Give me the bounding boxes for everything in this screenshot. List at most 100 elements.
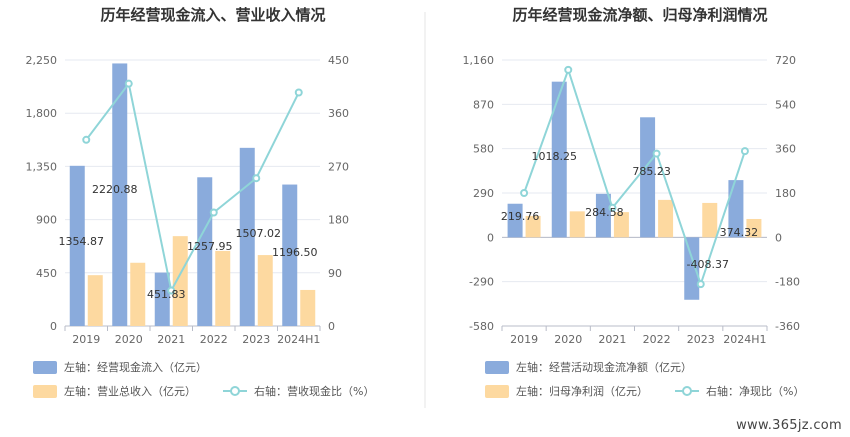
data-label: 2220.88 <box>92 183 138 196</box>
bar-secondary <box>215 250 231 326</box>
bar-secondary <box>87 275 103 326</box>
bar-primary <box>154 272 170 326</box>
y-left-tick-label: 0 <box>50 320 57 333</box>
y-right-tick-label: 0 <box>775 231 782 244</box>
x-tick-label: 2020 <box>115 333 143 346</box>
bar-primary <box>551 81 567 238</box>
x-tick-label: 2023 <box>242 333 270 346</box>
y-right-tick-label: 450 <box>328 54 349 67</box>
bar-primary <box>69 165 85 326</box>
data-label: 1257.95 <box>187 240 233 253</box>
legend-label[interactable]: 左轴：经营现金流入（亿元） <box>64 360 207 374</box>
x-tick-label: 2021 <box>157 333 185 346</box>
legend-label[interactable]: 左轴：经营活动现金流净额（亿元） <box>516 360 692 374</box>
data-label: 374.32 <box>720 226 759 239</box>
data-label: 785.23 <box>632 165 671 178</box>
bar-primary <box>239 147 255 326</box>
bar-secondary <box>702 202 718 238</box>
bar-primary <box>112 63 128 327</box>
x-tick-label: 2024H1 <box>277 333 320 346</box>
y-left-tick-label: 870 <box>473 98 494 111</box>
x-tick-label: 2021 <box>598 333 626 346</box>
y-left-tick-label: 2,250 <box>26 54 58 67</box>
line-series <box>85 81 300 294</box>
x-tick-label: 2019 <box>72 333 100 346</box>
line-point <box>696 280 705 289</box>
y-right-tick-label: 180 <box>775 187 796 200</box>
x-tick-label: 2022 <box>200 333 228 346</box>
legend-swatch <box>33 385 57 398</box>
chart-net-cash-flow-profit: 历年经营现金流净额、归母净利润情况 -580 -290 0 290 580 870 1,16… <box>463 6 804 398</box>
legend-label[interactable]: 右轴：营收现金比（%） <box>254 384 374 398</box>
line-point <box>564 65 573 74</box>
y-right-tick-label: -180 <box>775 276 800 289</box>
data-label: 1507.02 <box>236 227 282 240</box>
data-label: -408.37 <box>687 258 729 271</box>
x-tick-label: 2023 <box>687 333 715 346</box>
bar-secondary <box>569 211 585 238</box>
bar-secondary <box>257 255 273 326</box>
x-tick-label: 2024H1 <box>723 333 766 346</box>
line-point <box>740 147 749 156</box>
y-right-tick-label: 360 <box>328 107 349 120</box>
bar-secondary <box>130 262 146 326</box>
data-label: 451.83 <box>147 288 186 301</box>
chart-cash-inflow-revenue: 历年经营现金流入、营业收入情况 0 450 900 1,350 1,800 2,250 0 9… <box>26 6 374 398</box>
bar-secondary <box>172 236 188 326</box>
bar-secondary <box>525 215 541 238</box>
chart-title: 历年经营现金流净额、归母净利润情况 <box>512 6 767 24</box>
data-label: 284.58 <box>585 206 624 219</box>
y-right-tick-label: 90 <box>328 267 342 280</box>
line-series <box>523 66 746 288</box>
chart-title: 历年经营现金流入、营业收入情况 <box>100 6 325 24</box>
legend-swatch <box>485 385 509 398</box>
bar-primary <box>684 237 700 300</box>
legend-label[interactable]: 右轴：净现比（%） <box>706 384 804 398</box>
y-left-tick-label: -580 <box>469 320 494 333</box>
y-left-tick-label: 450 <box>36 267 57 280</box>
y-left-tick-label: 1,160 <box>463 54 495 67</box>
legend-label[interactable]: 左轴：营业总收入（亿元） <box>64 384 196 398</box>
legend-swatch <box>33 361 57 374</box>
bar-primary <box>507 203 523 238</box>
line-point <box>294 88 303 97</box>
y-right-tick-label: 720 <box>775 54 796 67</box>
bar-secondary <box>746 218 762 238</box>
y-right-tick-label: 270 <box>328 160 349 173</box>
watermark: www.365jz.com <box>736 418 842 433</box>
line-point <box>252 174 261 183</box>
legend-label[interactable]: 左轴：归母净利润（亿元） <box>516 384 648 398</box>
legend-marker <box>230 386 240 396</box>
line-point <box>608 203 617 212</box>
x-tick-label: 2020 <box>554 333 582 346</box>
y-right-tick-label: 540 <box>775 98 796 111</box>
line-point <box>652 149 661 158</box>
bar-primary <box>640 117 656 238</box>
bar-primary <box>595 193 611 238</box>
bar-secondary <box>658 199 674 238</box>
bar-primary <box>282 184 298 326</box>
data-label: 1354.87 <box>59 235 105 248</box>
y-right-tick-label: 360 <box>775 143 796 156</box>
y-left-tick-label: 580 <box>473 143 494 156</box>
y-left-tick-label: 0 <box>487 231 494 244</box>
line-point <box>520 189 529 197</box>
line-point <box>82 135 91 144</box>
legend-swatch <box>485 361 509 374</box>
data-label: 219.76 <box>501 210 540 223</box>
bar-secondary <box>613 212 629 238</box>
line-point <box>167 286 176 295</box>
y-right-tick-label: 180 <box>328 214 349 227</box>
bar-primary <box>197 177 213 326</box>
y-left-tick-label: 900 <box>36 214 57 227</box>
x-tick-label: 2022 <box>643 333 671 346</box>
bar-primary <box>728 180 744 238</box>
y-right-tick-label: 0 <box>328 320 335 333</box>
y-left-tick-label: 1,350 <box>26 160 58 173</box>
legend-marker <box>682 386 692 396</box>
bar-secondary <box>300 289 316 326</box>
line-point <box>124 79 133 88</box>
line-point <box>209 208 218 217</box>
y-right-tick-label: -360 <box>775 320 800 333</box>
